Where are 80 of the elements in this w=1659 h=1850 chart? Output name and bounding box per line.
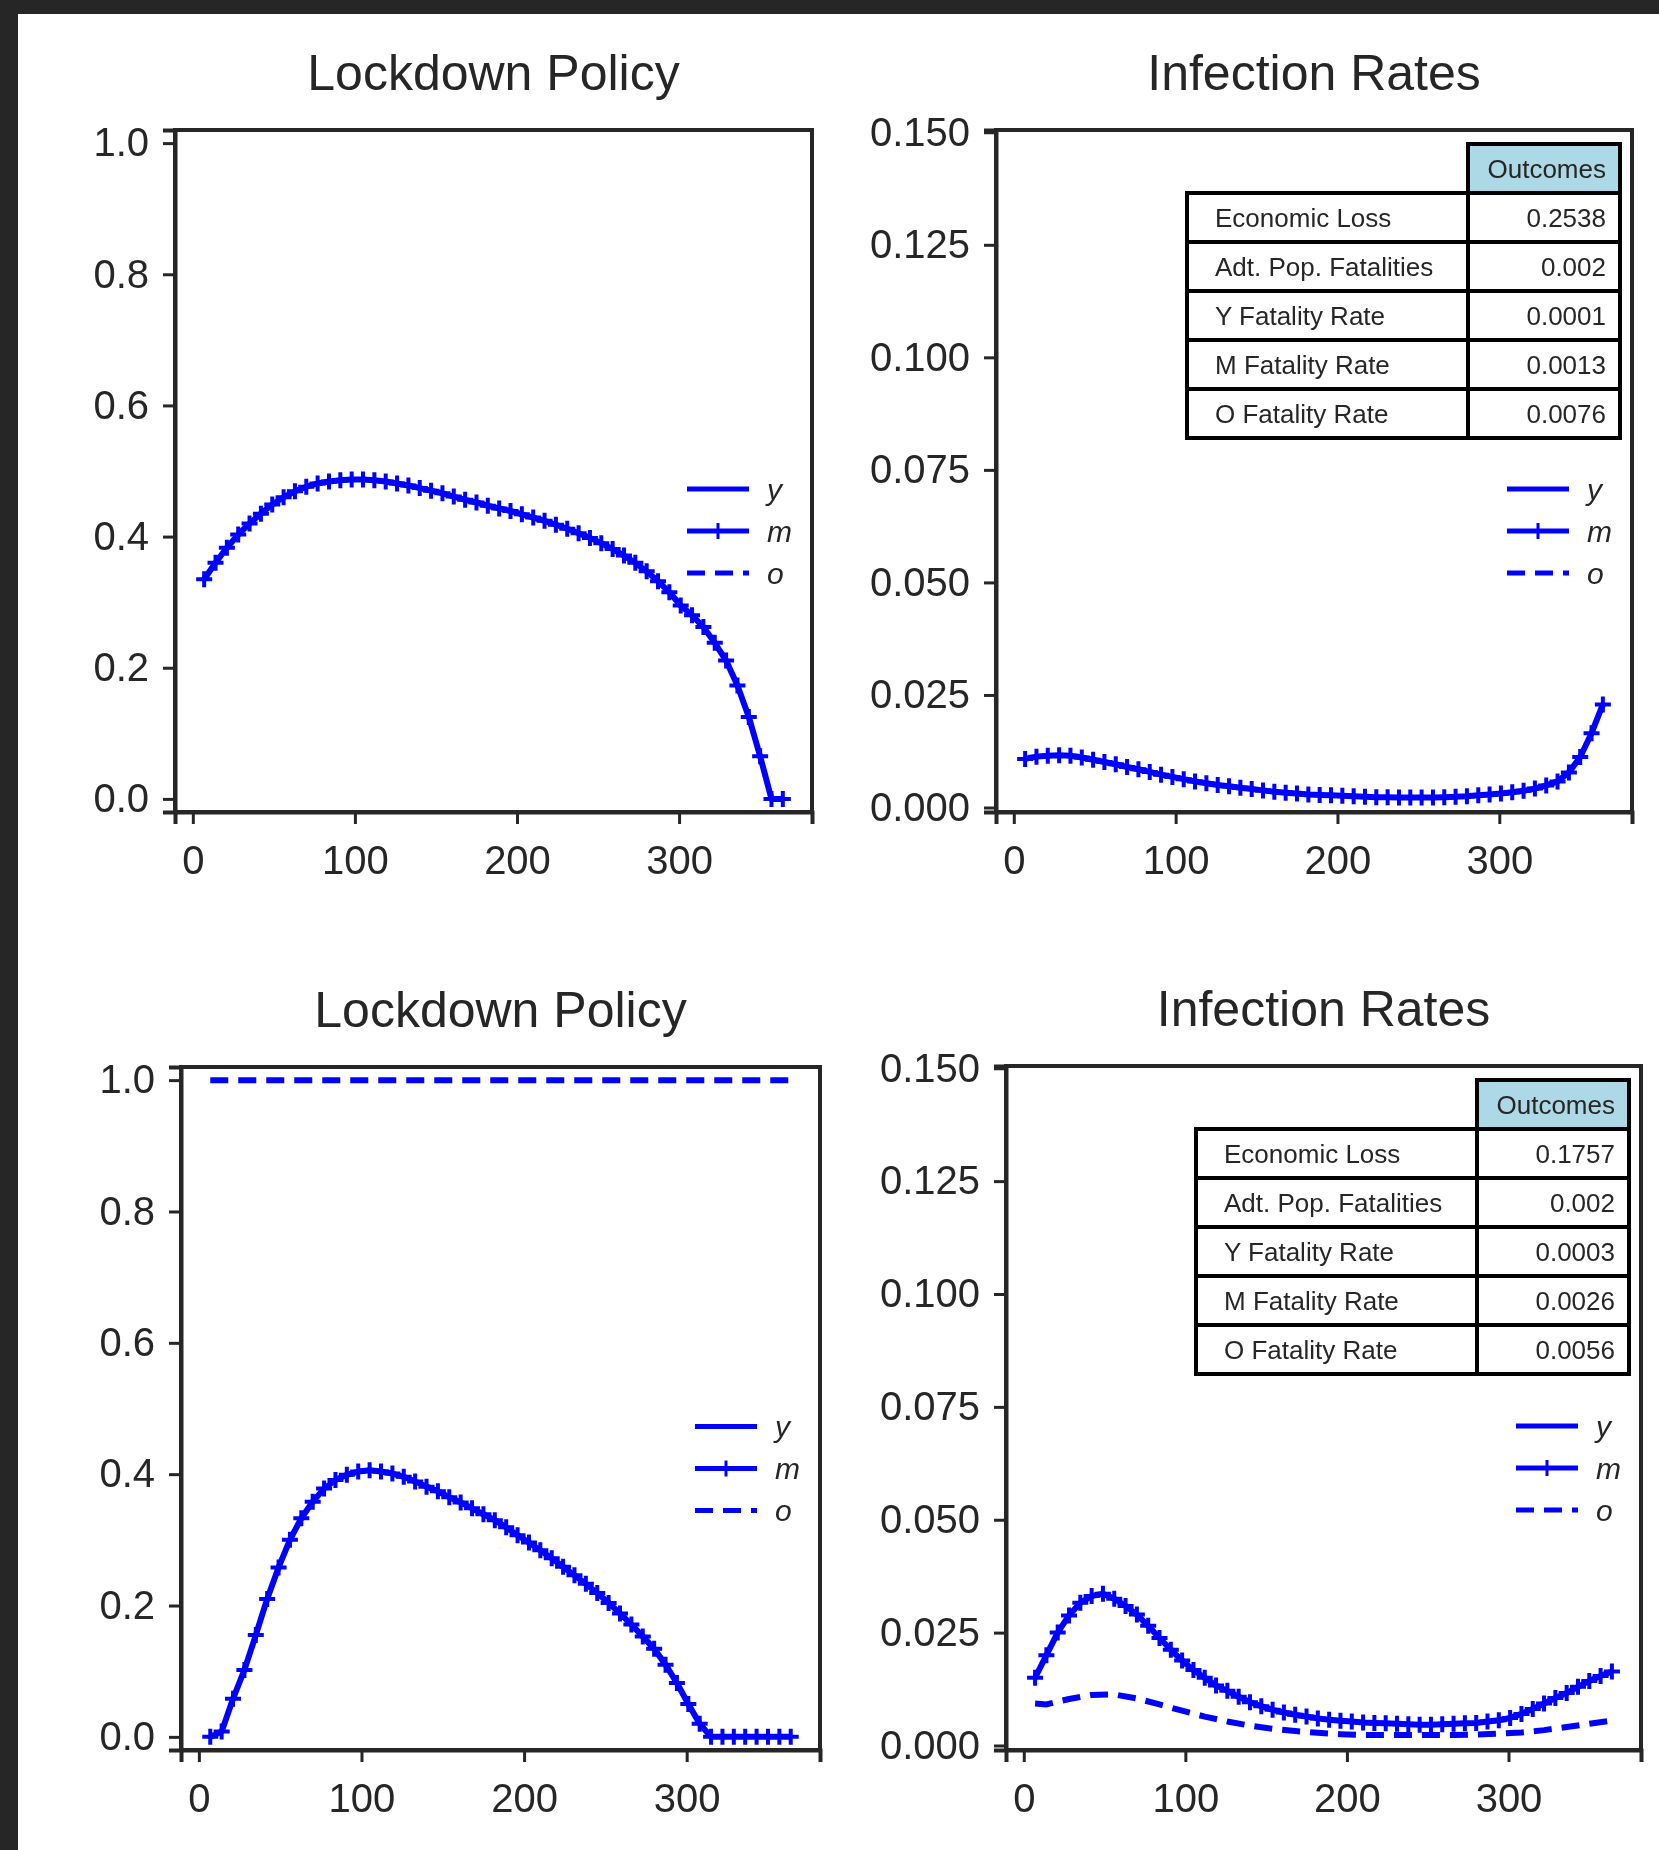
legend-label: y [773,1410,792,1443]
chart-title: Infection Rates [1156,981,1491,1037]
x-tick-label: 200 [1314,1776,1381,1820]
legend-label: o [1587,556,1604,590]
legend-label: m [1596,1451,1621,1485]
x-tick-label: 100 [1152,1776,1220,1820]
annotation: 0.002 [1549,1187,1615,1218]
legend-label: y [765,472,784,506]
annotation: 0.0001 [1526,300,1606,331]
y-tick-label: 0.000 [869,784,970,829]
legend-label: m [767,514,792,548]
y-tick-label: 0.125 [869,222,970,267]
y-tick-label: 0.150 [869,109,970,154]
x-tick-label: 0 [1013,1776,1036,1820]
y-tick-label: 0.8 [99,1188,155,1233]
y-tick-label: 0.050 [869,559,970,604]
x-tick-label: 0 [182,838,205,882]
chart-title: Lockdown Policy [307,45,680,101]
x-tick-label: 200 [1304,838,1372,882]
y-tick-label: 0.075 [869,447,970,492]
annotation: Outcomes [1496,1089,1615,1120]
y-tick-label: 0.125 [879,1158,980,1203]
y-tick-label: 0.025 [869,672,970,717]
annotation: Outcomes [1487,153,1606,184]
legend-label: y [1585,472,1604,506]
chart-title: Infection Rates [1147,45,1481,101]
annotation: Economic Loss [1215,202,1392,233]
legend-label: o [767,556,784,590]
y-tick-label: 0.2 [93,645,149,690]
x-tick-label: 300 [1466,838,1534,882]
annotation: 0.1757 [1535,1138,1615,1169]
annotation: Economic Loss [1224,1138,1401,1169]
x-tick-label: 300 [653,1776,721,1820]
y-tick-label: 0.8 [93,251,149,296]
y-tick-label: 0.150 [879,1045,980,1090]
y-tick-label: 0.6 [99,1320,155,1365]
legend-label: o [775,1494,792,1527]
annotation: Adt. Pop. Fatalities [1215,251,1434,282]
annotation: M Fatality Rate [1215,349,1390,380]
y-tick-label: 0.4 [99,1451,155,1496]
x-tick-label: 200 [484,838,551,882]
y-tick-label: 0.100 [869,334,970,379]
x-tick-label: 100 [1142,838,1210,882]
y-tick-label: 0.2 [99,1582,155,1627]
legend-label: m [775,1452,800,1485]
y-tick-label: 0.4 [93,513,149,558]
y-tick-label: 0.050 [879,1497,980,1542]
annotation: Adt. Pop. Fatalities [1224,1187,1443,1218]
y-tick-label: 1.0 [93,120,149,165]
y-tick-label: 0.0 [99,1714,155,1759]
legend-label: m [1587,514,1612,548]
chart-title: Lockdown Policy [314,982,687,1038]
x-tick-label: 100 [322,838,389,882]
annotation: Y Fatality Rate [1215,300,1386,331]
y-tick-label: 0.0 [93,776,149,821]
annotation: 0.0003 [1535,1236,1615,1267]
x-tick-label: 0 [1003,838,1026,882]
x-tick-label: 0 [188,1776,211,1820]
annotation: M Fatality Rate [1224,1285,1399,1316]
x-tick-label: 100 [328,1776,396,1820]
y-tick-label: 0.025 [879,1609,980,1654]
annotation: 0.0076 [1526,398,1606,429]
annotation: O Fatality Rate [1224,1334,1398,1365]
x-tick-label: 300 [1475,1776,1543,1820]
y-tick-label: 0.100 [879,1271,980,1316]
y-tick-label: 0.000 [879,1722,980,1767]
y-tick-label: 0.6 [93,382,149,427]
y-tick-label: 0.075 [879,1384,980,1429]
x-tick-label: 200 [491,1776,558,1820]
annotation: 0.2538 [1526,202,1606,233]
annotation: Y Fatality Rate [1224,1236,1395,1267]
x-tick-label: 300 [646,838,713,882]
annotation: 0.0013 [1526,349,1606,380]
annotation: 0.0026 [1535,1285,1615,1316]
y-tick-label: 1.0 [99,1057,155,1102]
legend-label: o [1596,1493,1613,1527]
annotation: 0.002 [1540,251,1606,282]
annotation: 0.0056 [1535,1334,1615,1365]
annotation: O Fatality Rate [1215,398,1389,429]
legend-label: y [1594,1409,1613,1443]
